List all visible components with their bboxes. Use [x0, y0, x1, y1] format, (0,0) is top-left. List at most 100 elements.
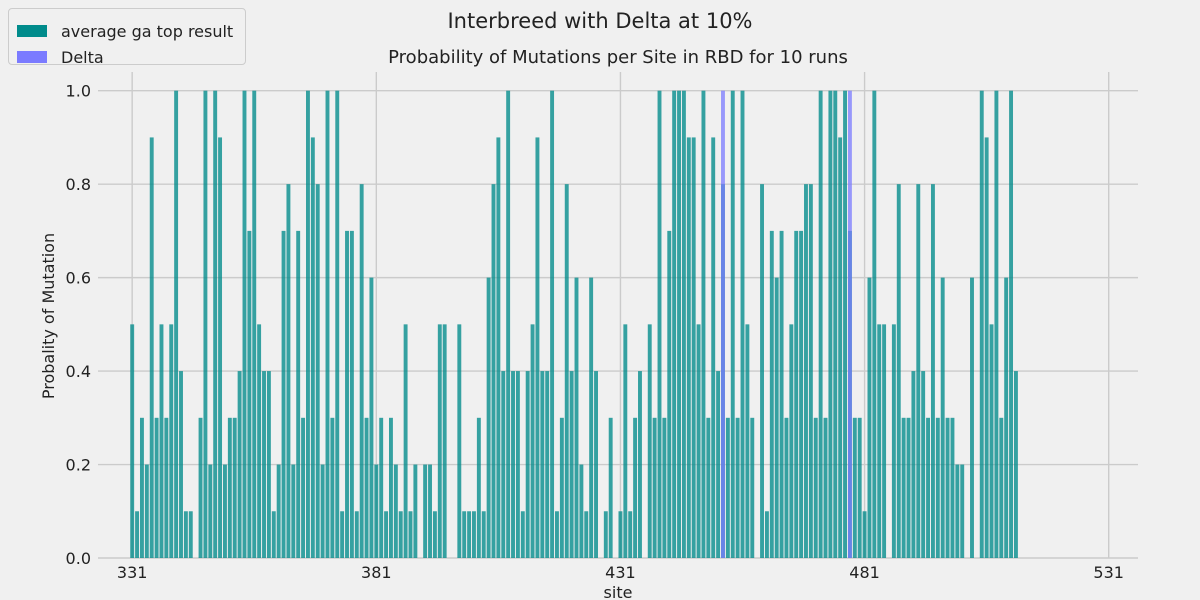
bar-average-ga-top-result [628, 511, 633, 558]
bar-average-ga-top-result [950, 417, 955, 558]
bar-average-ga-top-result [320, 464, 325, 558]
bar-average-ga-top-result [515, 371, 520, 558]
y-tick-label: 1.0 [66, 82, 91, 101]
y-tick-label: 0.6 [66, 269, 91, 288]
bar-average-ga-top-result [291, 464, 296, 558]
bar-average-ga-top-result [686, 137, 691, 559]
bar-average-ga-top-result [491, 184, 496, 558]
legend-swatch-delta [17, 51, 47, 63]
bar-average-ga-top-result [501, 371, 506, 558]
series-delta [721, 90, 852, 558]
bar-average-ga-top-result [862, 511, 867, 558]
bar-average-ga-top-result [232, 417, 237, 558]
bar-average-ga-top-result [310, 137, 315, 559]
y-tick-label: 0.2 [66, 456, 91, 475]
bar-average-ga-top-result [457, 324, 462, 558]
bar-average-ga-top-result [271, 511, 276, 558]
bar-delta [847, 90, 852, 558]
y-tick-label: 0.0 [66, 549, 91, 568]
bar-average-ga-top-result [384, 511, 389, 558]
x-axis-label: site [604, 583, 633, 600]
bar-average-ga-top-result [247, 230, 252, 558]
bar-average-ga-top-result [760, 184, 764, 558]
bar-average-ga-top-result [545, 371, 550, 558]
bar-average-ga-top-result [579, 464, 584, 558]
bar-average-ga-top-result [940, 277, 945, 558]
bar-average-ga-top-result [774, 277, 779, 558]
y-axis-ticks: 0.0 0.2 0.4 0.6 0.8 1.0 [66, 82, 91, 568]
bar-average-ga-top-result [428, 464, 432, 558]
bar-average-ga-top-result [340, 511, 345, 558]
bar-average-ga-top-result [926, 417, 930, 558]
bar-average-ga-top-result [164, 417, 169, 558]
bar-average-ga-top-result [467, 511, 472, 558]
bar-average-ga-top-result [281, 230, 286, 558]
bar-average-ga-top-result [574, 277, 579, 558]
bar-average-ga-top-result [432, 511, 437, 558]
bar-average-ga-top-result [647, 324, 652, 558]
bar-average-ga-top-result [476, 417, 481, 558]
bar-average-ga-top-result [462, 511, 467, 558]
bar-average-ga-top-result [764, 511, 769, 558]
bar-average-ga-top-result [511, 371, 515, 558]
bar-average-ga-top-result [633, 417, 638, 558]
bar-average-ga-top-result [413, 464, 418, 558]
bar-average-ga-top-result [364, 417, 369, 558]
bar-average-ga-top-result [286, 184, 291, 558]
bar-average-ga-top-result [183, 511, 188, 558]
legend-swatch-average-ga-top-result [17, 25, 47, 37]
bar-average-ga-top-result [144, 464, 149, 558]
bar-average-ga-top-result [818, 90, 823, 558]
bar-average-ga-top-result [325, 90, 330, 558]
bar-average-ga-top-result [623, 324, 628, 558]
x-tick-label: 381 [361, 563, 392, 582]
bar-average-ga-top-result [696, 324, 701, 558]
x-tick-label: 481 [849, 563, 880, 582]
bar-average-ga-top-result [301, 417, 306, 558]
bar-average-ga-top-result [784, 417, 789, 558]
y-tick-label: 0.4 [66, 362, 91, 381]
bar-average-ga-top-result [472, 511, 476, 558]
bar-average-ga-top-result [486, 277, 491, 558]
bar-average-ga-top-result [198, 417, 203, 558]
bar-average-ga-top-result [218, 137, 223, 559]
bar-average-ga-top-result [550, 90, 555, 558]
bar-average-ga-top-result [437, 324, 442, 558]
bar-average-ga-top-result [603, 511, 608, 558]
bar-average-ga-top-result [706, 417, 711, 558]
bar-average-ga-top-result [227, 417, 232, 558]
bar-average-ga-top-result [852, 417, 857, 558]
bar-average-ga-top-result [960, 464, 965, 558]
bar-average-ga-top-result [203, 90, 208, 558]
chart-title: Probability of Mutations per Site in RBD… [388, 47, 848, 68]
bar-average-ga-top-result [935, 417, 940, 558]
bar-average-ga-top-result [921, 371, 926, 558]
bar-average-ga-top-result [257, 324, 262, 558]
bar-average-ga-top-result [838, 137, 843, 559]
bar-average-ga-top-result [506, 90, 511, 558]
bar-average-ga-top-result [794, 230, 799, 558]
x-tick-label: 431 [605, 563, 636, 582]
plot-background [98, 72, 1138, 558]
figure-suptitle: Interbreed with Delta at 10% [447, 9, 753, 33]
bar-average-ga-top-result [711, 137, 716, 559]
bar-average-ga-top-result [354, 511, 359, 558]
bar-average-ga-top-result [618, 511, 623, 558]
bar-average-ga-top-result [906, 417, 911, 558]
bar-average-ga-top-result [423, 464, 428, 558]
legend-label-average-ga-top-result: average ga top result [61, 21, 234, 41]
bar-average-ga-top-result [393, 464, 398, 558]
bar-average-ga-top-result [804, 184, 808, 558]
bar-average-ga-top-result [149, 137, 154, 559]
bar-average-ga-top-result [139, 417, 144, 558]
legend-item-delta: Delta [17, 47, 104, 67]
bar-average-ga-top-result [750, 417, 755, 558]
bar-average-ga-top-result [159, 324, 164, 558]
bar-average-ga-top-result [725, 417, 730, 558]
bar-average-ga-top-result [520, 511, 525, 558]
bar-average-ga-top-result [374, 464, 379, 558]
legend-item-average-ga-top-result: average ga top result [17, 21, 233, 41]
bar-average-ga-top-result [662, 417, 667, 558]
bar-average-ga-top-result [398, 511, 403, 558]
bar-average-ga-top-result [652, 417, 657, 558]
